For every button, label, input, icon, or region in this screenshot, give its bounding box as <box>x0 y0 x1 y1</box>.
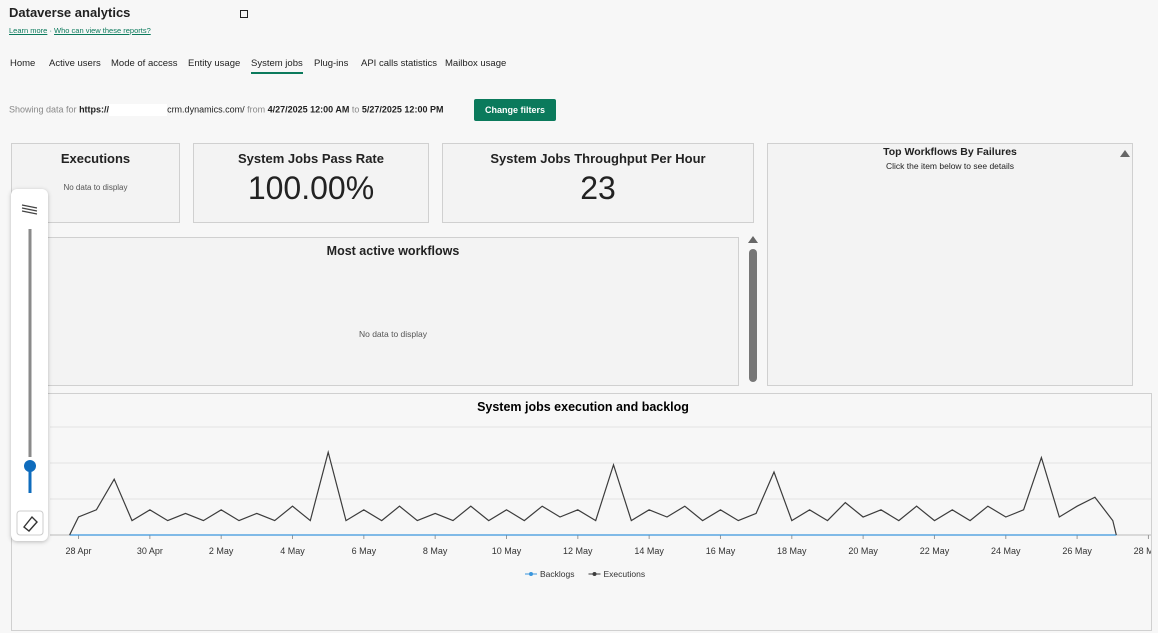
card: System Jobs Pass Rate 100.00% <box>193 143 429 223</box>
redacted <box>109 104 168 116</box>
tab[interactable]: System jobs <box>251 58 303 74</box>
scrollbar[interactable] <box>745 234 759 386</box>
url: crm.dynamics.com/ <box>167 104 245 115</box>
filter-label: to <box>351 104 360 115</box>
tab[interactable]: Home <box>10 58 36 69</box>
card-title: Executions <box>60 151 131 166</box>
x-tick-label: 4 May <box>280 546 305 556</box>
most-active-panel: Most active workflows No data to display <box>48 237 739 386</box>
card-value: 100.00% <box>247 170 375 206</box>
legend-label: Executions <box>604 569 646 579</box>
panel-title: Top Workflows By Failures <box>883 146 1017 158</box>
x-tick-label: 22 May <box>920 546 950 556</box>
series-line <box>69 449 1117 536</box>
x-tick-label: 14 May <box>634 546 664 556</box>
tab[interactable]: Plug-ins <box>314 58 349 69</box>
panel-subtitle: Click the item below to see details <box>885 161 1015 171</box>
no-data: No data to display <box>358 329 428 339</box>
x-tick-label: 28 May <box>1134 546 1158 556</box>
card-title: System Jobs Throughput Per Hour <box>490 151 706 166</box>
tab[interactable]: Active users <box>49 58 101 69</box>
plot-area: 28 Apr 30 Apr 2 May 4 May 6 May 8 May 10 May 12… <box>50 426 1158 556</box>
x-tick-label: 2 May <box>209 546 234 556</box>
card: System Jobs Throughput Per Hour 23 <box>442 143 754 223</box>
link[interactable]: Learn more <box>9 26 48 35</box>
x-tick-label: 30 Apr <box>137 546 163 556</box>
x-tick-label: 16 May <box>706 546 736 556</box>
x-tick-label: 6 May <box>352 546 377 556</box>
to-date: 5/27/2025 12:00 PM <box>361 104 444 115</box>
legend-marker <box>592 572 597 576</box>
no-data: No data to display <box>63 183 128 192</box>
card-title: System Jobs Pass Rate <box>238 151 384 166</box>
x-tick-label: 24 May <box>991 546 1021 556</box>
filter-label: Showing data for <box>9 104 77 115</box>
window-icon <box>240 10 248 18</box>
tab[interactable]: Mode of access <box>111 58 178 69</box>
from-date: 4/27/2025 12:00 AM <box>267 104 350 115</box>
card-value: 23 <box>580 170 616 206</box>
change-filters-button[interactable]: Change filters <box>474 99 556 121</box>
link[interactable]: Who can view these reports? <box>54 26 151 35</box>
help-links: Learn more · Who can view these reports? <box>9 26 151 35</box>
x-tick-label: 28 Apr <box>66 546 92 556</box>
zoom-slider[interactable] <box>11 189 48 541</box>
url: https:// <box>79 104 110 115</box>
tab[interactable]: API calls statistics <box>361 58 438 69</box>
chart-title: System jobs execution and backlog <box>477 400 689 414</box>
x-tick-label: 8 May <box>423 546 448 556</box>
zoom-controls <box>16 204 44 536</box>
tab[interactable]: Entity usage <box>188 58 241 69</box>
scroll-up[interactable] <box>1119 148 1131 158</box>
panel-title: Most active workflows <box>326 244 460 258</box>
x-tick-label: 12 May <box>563 546 593 556</box>
top-workflows-panel: Top Workflows By Failures Click the item… <box>767 143 1133 386</box>
x-tick-label: 20 May <box>848 546 878 556</box>
legend-label: Backlogs <box>540 569 575 579</box>
filter-label: from <box>247 104 266 115</box>
x-tick-label: 10 May <box>492 546 522 556</box>
app-title: Dataverse analytics <box>9 5 131 20</box>
legend-marker <box>529 572 533 576</box>
x-tick-label: 26 May <box>1062 546 1092 556</box>
filter-summary: Showing data for https:// crm.dynamics.co… <box>9 104 443 116</box>
tab[interactable]: Mailbox usage <box>445 58 507 69</box>
x-tick-label: 18 May <box>777 546 807 556</box>
